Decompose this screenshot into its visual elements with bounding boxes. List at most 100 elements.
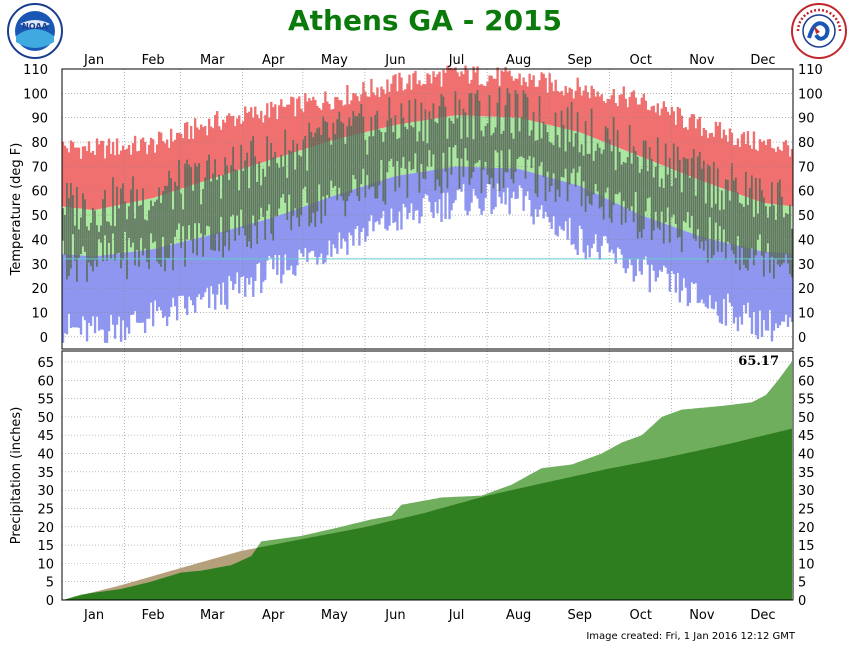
record-high-bar [412, 73, 415, 123]
record-high-bar [738, 146, 742, 195]
precipitation-tick-left: 25 [37, 502, 54, 517]
record-high-bar [614, 102, 617, 147]
record-low-bar [496, 168, 499, 184]
record-high-bar [756, 150, 760, 202]
record-low-bar [312, 203, 315, 251]
record-high-bar [608, 99, 611, 145]
actual-temperature-bar [250, 140, 253, 249]
record-high-bar [270, 101, 273, 160]
precipitation-tick-right: 40 [798, 448, 815, 463]
actual-temperature-bar [240, 144, 243, 210]
precipitation-tick-right: 10 [798, 557, 815, 572]
record-high-bar [304, 93, 307, 149]
record-high-bar [147, 144, 151, 199]
record-low-bar [786, 253, 790, 327]
record-low-bar [240, 226, 243, 278]
record-high-bar [220, 129, 223, 176]
record-low-bar [200, 237, 203, 300]
record-high-bar [406, 83, 409, 124]
actual-temperature-bar [284, 129, 287, 203]
record-high-bar [578, 86, 581, 133]
actual-temperature-bar [122, 183, 124, 261]
record-high-bar [324, 91, 327, 143]
record-low-bar [119, 253, 123, 342]
temperature-axis-label: Temperature (deg F) [9, 143, 24, 277]
record-high-bar [131, 143, 135, 203]
record-high-bar [690, 114, 694, 178]
record-high-bar [604, 102, 607, 143]
record-high-bar [103, 158, 107, 208]
record-low-bar [456, 166, 459, 190]
record-high-bar [718, 122, 722, 188]
actual-temperature-bar [680, 192, 683, 253]
record-low-bar [596, 194, 599, 252]
record-low-bar [61, 254, 65, 343]
actual-temperature-bar [620, 164, 623, 225]
record-low-bar [436, 169, 439, 214]
record-high-bar [466, 69, 469, 116]
actual-temperature-bar [106, 221, 108, 261]
actual-temperature-bar [160, 202, 162, 267]
record-high-bar [75, 147, 79, 209]
record-low-bar [250, 223, 253, 278]
precipitation-tick-left: 40 [37, 448, 54, 463]
actual-temperature-bar [650, 158, 653, 240]
record-low-bar [584, 188, 587, 260]
actual-temperature-bar [156, 199, 158, 262]
temperature-tick-right: 80 [798, 136, 815, 151]
actual-temperature-bar [274, 152, 277, 217]
actual-temperature-bar [614, 170, 617, 195]
record-high-bar [486, 81, 489, 117]
record-low-bar [550, 178, 553, 229]
record-high-bar [624, 98, 627, 151]
record-low-bar [556, 179, 559, 237]
record-high-bar [97, 144, 101, 210]
record-high-bar [726, 141, 730, 191]
record-high-bar [504, 67, 507, 118]
actual-temperature-bar [150, 200, 152, 234]
record-low-bar [746, 248, 750, 303]
record-high-bar [232, 115, 235, 172]
record-high-bar [386, 79, 389, 127]
record-high-bar [658, 115, 661, 165]
record-low-bar [286, 212, 289, 271]
record-low-bar [654, 220, 657, 282]
record-high-bar [708, 133, 712, 184]
precipitation-tick-left: 50 [37, 411, 54, 426]
record-high-bar [318, 107, 321, 145]
actual-temperature-bar [760, 190, 763, 256]
record-high-bar [272, 107, 275, 160]
actual-temperature-bar [522, 90, 525, 159]
record-low-bar [760, 251, 764, 338]
record-low-bar [754, 249, 758, 336]
record-low-bar [264, 219, 267, 280]
record-low-bar [107, 254, 111, 332]
temperature-tick-left: 70 [31, 160, 48, 175]
actual-temperature-bar [162, 191, 164, 237]
record-high-bar [790, 149, 794, 207]
record-low-bar [87, 256, 91, 323]
record-low-bar [380, 180, 383, 219]
month-label-bottom: Apr [262, 608, 285, 623]
month-label-top: Aug [506, 53, 531, 68]
record-high-bar [204, 125, 207, 181]
record-low-bar [686, 231, 690, 307]
month-label-top: Oct [630, 53, 652, 68]
record-low-bar [788, 253, 792, 318]
actual-temperature-bar [508, 93, 511, 150]
record-low-bar [276, 216, 279, 275]
actual-temperature-bar [154, 201, 156, 242]
actual-temperature-bar [412, 127, 415, 170]
record-high-bar [256, 114, 259, 165]
record-high-bar [532, 75, 535, 122]
actual-temperature-bar [488, 95, 491, 185]
record-low-bar [592, 192, 595, 244]
record-high-bar [668, 114, 672, 169]
record-high-bar [340, 100, 343, 138]
record-high-bar [598, 96, 601, 141]
precipitation-tick-right: 30 [798, 484, 815, 499]
actual-temperature-bar [334, 133, 337, 186]
record-low-bar [368, 184, 371, 222]
record-high-bar [190, 125, 193, 186]
actual-temperature-bar [524, 93, 527, 179]
